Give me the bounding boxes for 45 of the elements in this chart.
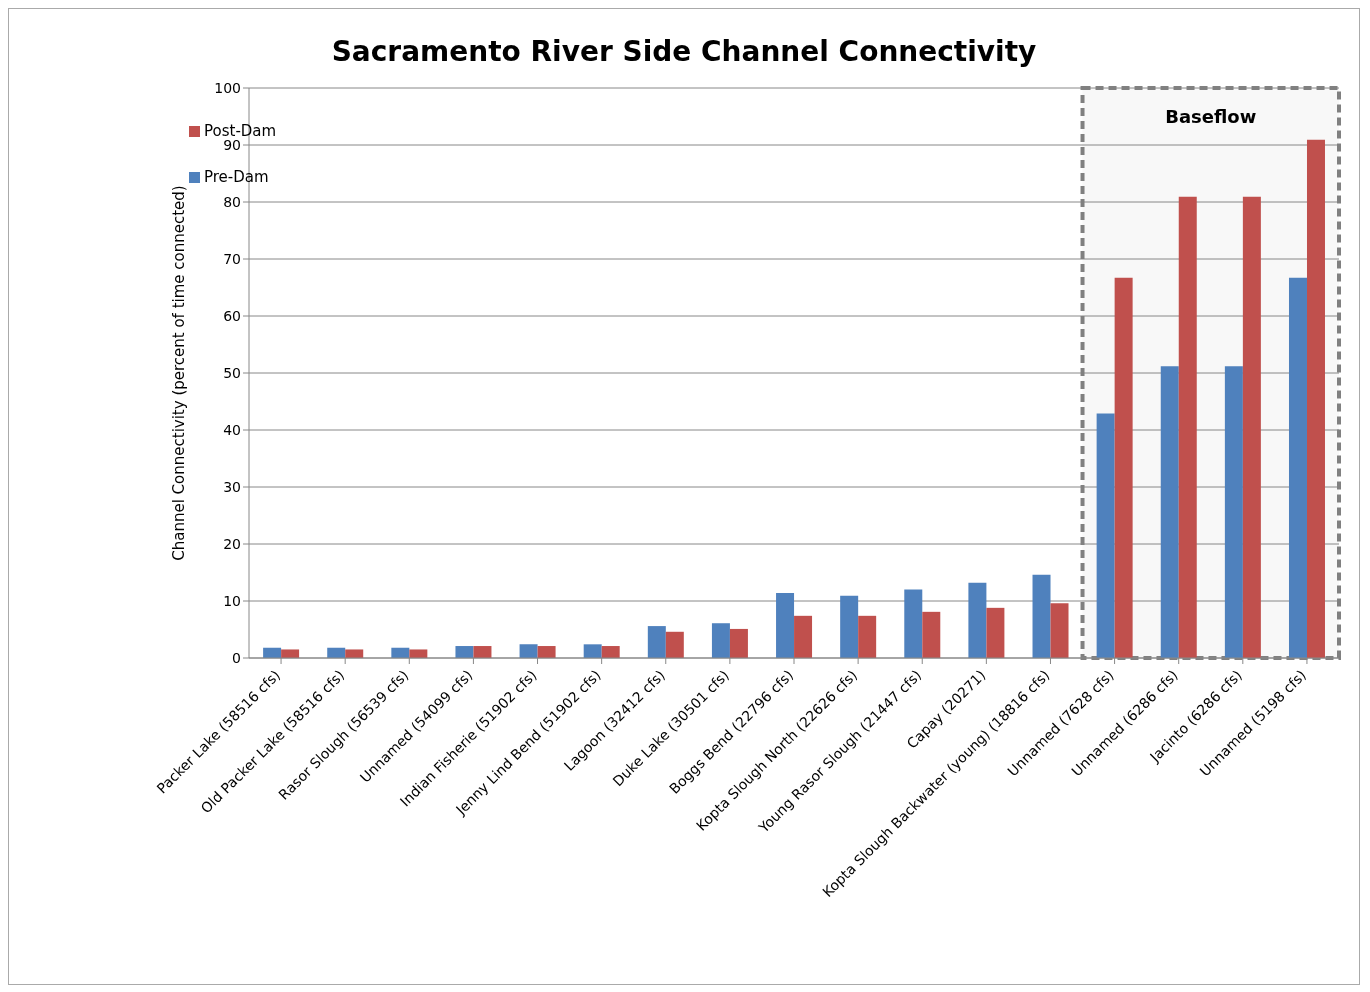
bar — [904, 589, 923, 658]
bar — [519, 644, 538, 658]
bar — [1242, 196, 1261, 658]
bar — [455, 646, 474, 658]
bar — [1178, 196, 1197, 658]
chart-title: Sacramento River Side Channel Connectivity — [330, 35, 1038, 68]
bar — [858, 615, 877, 658]
bar — [1224, 366, 1243, 658]
y-tick-label: 10 — [223, 592, 241, 609]
y-tick-label: 60 — [223, 307, 241, 324]
bar — [1306, 139, 1325, 658]
bar — [776, 593, 795, 658]
bar — [1288, 277, 1307, 658]
bar — [1032, 574, 1051, 658]
bar — [647, 626, 666, 658]
bar — [986, 607, 1005, 658]
y-tick-label: 30 — [223, 478, 241, 495]
bar — [409, 649, 428, 658]
y-tick-label: 50 — [223, 364, 241, 381]
bar — [1114, 277, 1133, 658]
bar — [537, 646, 556, 658]
bar — [665, 631, 684, 658]
bar — [1160, 366, 1179, 658]
bar — [968, 582, 987, 658]
y-tick-label: 20 — [223, 535, 241, 552]
bar — [922, 611, 941, 658]
bar — [473, 646, 492, 658]
bar — [583, 644, 602, 658]
bar — [281, 649, 300, 658]
bar — [840, 595, 859, 658]
bar — [729, 628, 748, 658]
bar — [1096, 413, 1115, 658]
y-axis-title: Channel Connectivity (percent of time connected) — [170, 185, 189, 561]
bar — [601, 646, 620, 658]
y-tick-label: 80 — [223, 193, 241, 210]
legend-label: Pre-Dam — [204, 168, 269, 186]
band-label: Baseflow — [1165, 105, 1257, 127]
bar — [794, 615, 813, 658]
y-tick-label: 40 — [223, 421, 241, 438]
bar — [345, 649, 364, 658]
y-tick-label: 100 — [214, 79, 241, 96]
y-tick-label: 0 — [232, 649, 241, 666]
bar — [711, 623, 730, 658]
y-tick-label: 70 — [223, 250, 241, 267]
bar — [1050, 603, 1069, 658]
